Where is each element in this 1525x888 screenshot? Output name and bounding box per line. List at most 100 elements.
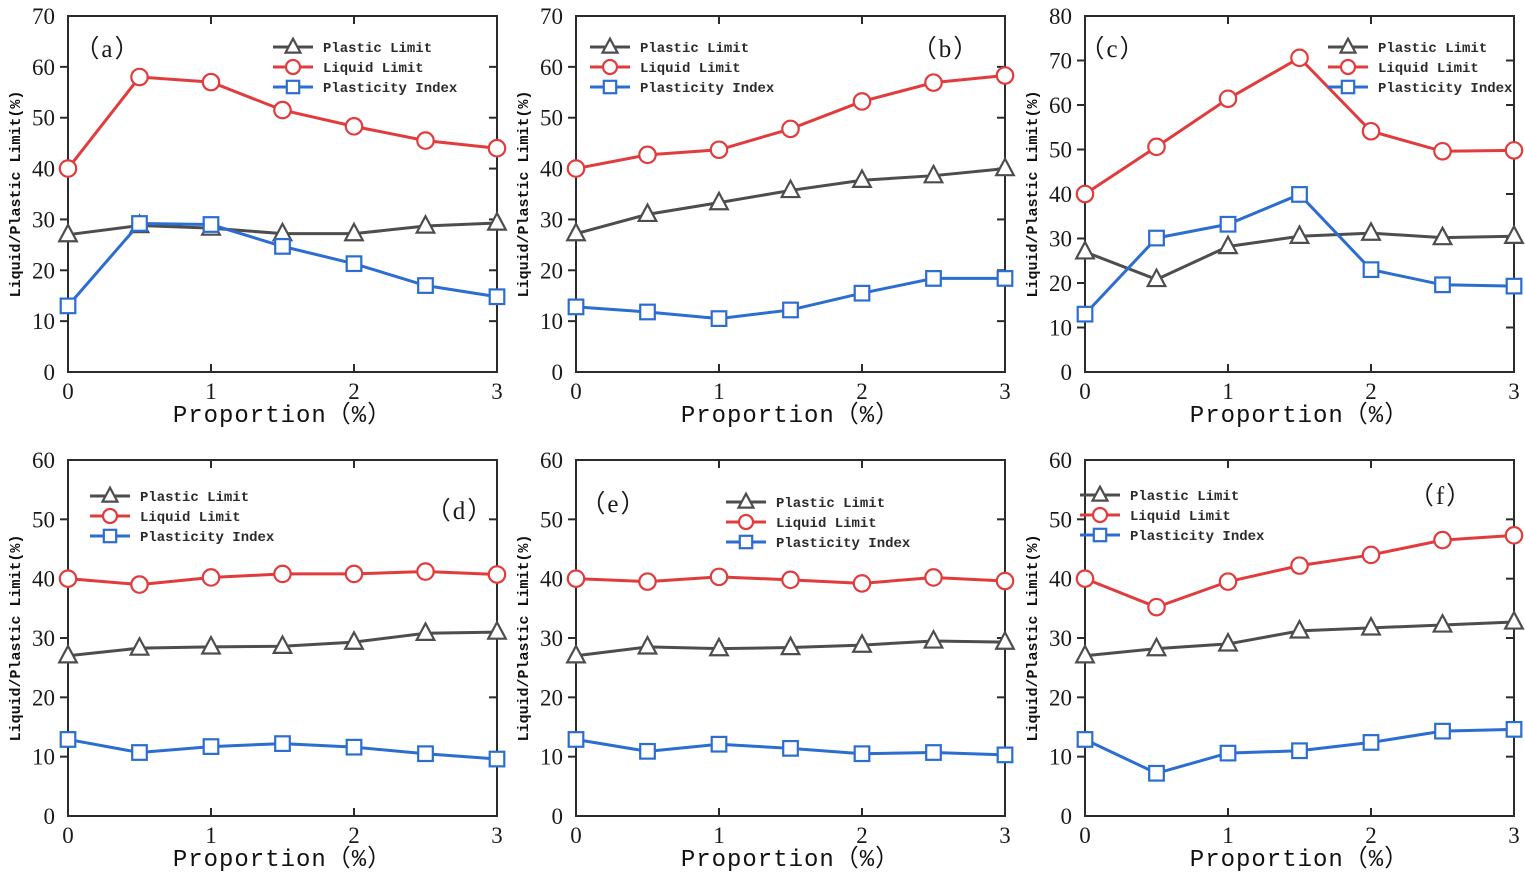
chart-panel-f: 0 10 20 30 40 50 60 0 1 2 3 Liquid/Plastic Limit(%)… [1017,444,1525,888]
panel-label-e: （e） [581,490,648,518]
marker-square-plasticity-index-icon [567,298,585,316]
chart-panel-a: 0 10 20 30 40 50 60 70 0 1 2 3 Liquid/Plastic Limit(… [0,0,508,444]
marker-square-plasticity-index-icon [782,301,800,319]
marker-circle-liquid-limit-icon [130,575,149,594]
marker-circle-liquid-limit-icon [273,100,292,120]
y-tick-label: 30 [32,207,55,232]
marker-triangle-plastic-limit-icon [780,178,802,199]
marker-circle-liquid-limit-icon [416,131,435,150]
marker-square-plasticity-index-icon [567,731,585,748]
marker-square-plasticity-index-icon [1505,277,1523,295]
marker-circle-liquid-limit-icon [1504,141,1523,160]
marker-triangle-plastic-limit-icon [414,213,437,234]
x-tick-label: 2 [857,379,869,404]
marker-triangle-plastic-limit-icon [1074,643,1096,664]
y-tick-label: 0 [43,804,55,829]
y-axis-title: Liquid/Plastic Limit(%) [8,535,25,742]
marker-triangle-plastic-limit-icon [486,619,508,640]
legend-label-plasticity-index: Plasticity Index [323,81,458,97]
panel-label-a: （a） [74,35,141,63]
y-tick-label: 60 [1049,448,1072,473]
y-tick-label: 0 [1060,804,1072,829]
x-axis-title: Proportion（%） [1189,846,1408,874]
legend-marker-square-icon [1092,527,1107,543]
marker-triangle-plastic-limit-icon [637,202,659,223]
x-axis-title: Proportion（%） [681,402,900,430]
y-tick-label: 0 [552,360,564,385]
y-tick-label: 10 [1049,745,1072,770]
marker-triangle-plastic-limit-icon [1503,224,1525,244]
marker-circle-liquid-limit-icon [853,92,872,111]
marker-circle-liquid-limit-icon [58,569,78,588]
marker-square-plasticity-index-icon [59,297,77,315]
marker-circle-liquid-limit-icon [710,567,729,587]
x-tick-label: 0 [571,379,583,404]
marker-triangle-plastic-limit-icon [271,634,294,655]
marker-triangle-plastic-limit-icon [1217,631,1239,652]
marker-triangle-plastic-limit-icon [1288,618,1310,639]
x-tick-label: 0 [62,379,74,404]
marker-square-plasticity-index-icon [925,270,943,287]
legend: Plastic Limit Liquid Limit Plasticity Inde… [1079,484,1265,545]
marker-circle-liquid-limit-icon [201,72,221,92]
y-tick-label: 50 [1049,507,1072,532]
marker-triangle-plastic-limit-icon [1360,221,1382,241]
y-tick-label: 60 [32,448,55,473]
y-tick-label: 50 [32,507,55,532]
y-tick-label: 40 [32,157,55,182]
y-tick-label: 10 [1049,316,1072,341]
marker-square-plasticity-index-icon [1362,261,1380,279]
legend-label-plastic-limit: Plastic Limit [1378,41,1487,57]
marker-circle-liquid-limit-icon [1432,141,1452,161]
x-tick-label: 2 [348,379,360,404]
x-tick-label: 3 [1000,379,1012,404]
y-tick-label: 40 [32,567,55,592]
y-tick-label: 10 [540,745,563,770]
chart-b-svg: 0 10 20 30 40 50 60 70 0 1 2 3 Liquid/Plastic Limit(… [516,4,1016,430]
chart-a-svg: 0 10 20 30 40 50 60 70 0 1 2 3 Liquid/Plastic Limit(… [8,4,508,430]
chart-panel-c: 0 10 20 30 40 50 60 70 80 0 1 2 3 Liquid/Plastic Limi… [1017,0,1525,444]
marker-circle-liquid-limit-icon [567,569,586,588]
x-tick-label: 2 [857,823,869,848]
marker-square-plasticity-index-icon [1433,722,1451,740]
x-axis-title: Proportion（%） [173,846,392,874]
marker-square-plasticity-index-icon [131,744,148,761]
y-tick-label: 40 [540,567,563,592]
marker-triangle-plastic-limit-icon [1360,615,1382,636]
marker-square-plasticity-index-icon [996,270,1014,287]
y-axis-title: Liquid/Plastic Limit(%) [1025,534,1042,741]
marker-square-plasticity-index-icon [853,284,871,302]
x-tick-label: 0 [1079,379,1091,404]
marker-square-plasticity-index-icon [202,738,220,755]
marker-triangle-plastic-limit-icon [1217,234,1239,255]
marker-circle-liquid-limit-icon [344,564,364,584]
marker-square-plasticity-index-icon [639,742,657,760]
legend: Plastic Limit Liquid Limit Plasticity Inde… [1327,36,1513,97]
y-tick-label: 30 [540,207,563,232]
y-tick-label: 20 [540,685,563,710]
legend-label-plasticity-index: Plasticity Index [776,536,911,552]
x-tick-label: 2 [1365,823,1377,848]
marker-triangle-plastic-limit-icon [994,630,1016,650]
marker-square-plasticity-index-icon [1433,276,1451,294]
marker-square-plasticity-index-icon [925,744,943,761]
legend-marker-triangle-icon [601,36,620,54]
panel-label-f: （f） [1408,482,1472,510]
y-tick-label: 60 [1049,93,1072,118]
y-tick-label: 50 [32,106,55,131]
marker-circle-liquid-limit-icon [567,159,586,178]
legend-marker-circle-icon [101,507,119,525]
chart-d-svg: 0 10 20 30 40 50 60 0 1 2 3 Liquid/Plastic Limit(%)… [8,448,508,874]
marker-circle-liquid-limit-icon [416,562,435,581]
marker-triangle-plastic-limit-icon [1503,609,1525,630]
marker-circle-liquid-limit-icon [1218,572,1237,591]
legend-label-liquid-limit: Liquid Limit [640,61,741,77]
marker-triangle-plastic-limit-icon [994,156,1016,177]
y-tick-label: 10 [32,309,55,334]
marker-triangle-plastic-limit-icon [851,632,873,653]
x-tick-label: 1 [1222,379,1234,404]
legend-marker-triangle-icon [283,36,303,54]
x-tick-label: 3 [1000,823,1012,848]
legend-marker-triangle-icon [100,485,120,503]
legend-marker-square-icon [1340,79,1355,95]
